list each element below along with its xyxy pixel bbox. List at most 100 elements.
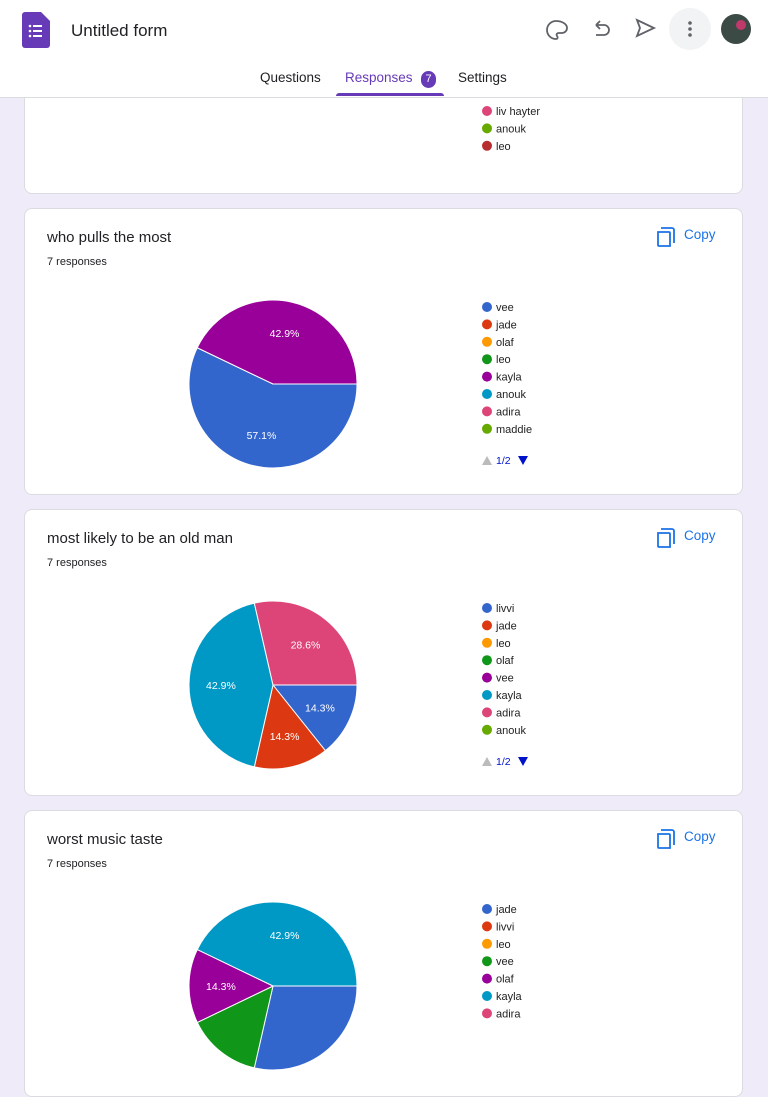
- avatar-detail: [736, 20, 746, 30]
- legend-label: vee: [496, 302, 514, 314]
- avatar[interactable]: [721, 14, 751, 44]
- legend-label: livvi: [496, 921, 514, 933]
- legend-swatch: [482, 603, 492, 613]
- copy-button[interactable]: Copy: [655, 225, 725, 251]
- copy-button[interactable]: Copy: [655, 827, 725, 853]
- legend-swatch: [482, 991, 492, 1001]
- legend-swatch: [482, 406, 492, 417]
- legend-swatch: [482, 620, 492, 631]
- legend-label: jade: [495, 620, 517, 632]
- question-title: who pulls the most: [47, 229, 172, 246]
- legend-label: adira: [496, 406, 521, 418]
- slice-label: 14.3%: [206, 981, 236, 993]
- legend-label: leo: [496, 141, 511, 153]
- legend-label: liv hayter: [496, 106, 540, 118]
- response-badge: 7: [421, 71, 436, 88]
- copy-icon-shape: [657, 829, 675, 849]
- app-bar-icons: [22, 8, 751, 50]
- legend-label: anouk: [496, 725, 526, 737]
- legend-label: adira: [496, 707, 521, 719]
- legend-page: 1/2: [496, 455, 511, 467]
- legend-swatch: [482, 973, 492, 984]
- copy-button[interactable]: Copy: [655, 526, 725, 552]
- copy-label: Copy: [684, 829, 716, 844]
- legend-swatch: [482, 302, 492, 312]
- copy-icon: [657, 829, 675, 849]
- legend-label: olaf: [496, 655, 515, 667]
- slice-label: 42.9%: [206, 680, 236, 692]
- legend-label: leo: [496, 939, 511, 951]
- legend-swatch: [482, 140, 492, 151]
- slice-label: 57.1%: [247, 430, 277, 442]
- tab[interactable]: Responses: [345, 70, 413, 85]
- question-title: most likely to be an old man: [47, 530, 233, 547]
- slice-label: 28.6%: [291, 639, 321, 651]
- legend-prev: [482, 456, 492, 465]
- legend-label: jade: [495, 904, 517, 916]
- response-count: 7 responses: [47, 557, 107, 569]
- forms-logo-lines: [28, 24, 42, 38]
- legend-label: maddie: [496, 424, 532, 436]
- slice-label: 14.3%: [305, 703, 335, 715]
- question-card: most likely to be an old man 7 responses C…: [24, 509, 743, 796]
- legend-swatch: [482, 707, 492, 718]
- toolbar-icons[interactable]: [546, 18, 657, 40]
- pie-slice: [188, 948, 275, 1024]
- legend-label: leo: [496, 638, 511, 650]
- copy-label: Copy: [684, 528, 716, 543]
- legend-swatch: [482, 672, 492, 683]
- legend-label: kayla: [496, 690, 523, 702]
- legend-label: olaf: [496, 974, 515, 986]
- slice-label: 14.3%: [270, 731, 300, 743]
- legend-label: olaf: [496, 337, 515, 349]
- question-card: worst music taste 7 responses Copy 14.3% 42.…: [24, 810, 743, 1097]
- response-count: 7 responses: [47, 858, 107, 870]
- pie-slice: [271, 684, 358, 752]
- legend-swatch: [482, 921, 492, 932]
- copy-label: Copy: [684, 227, 716, 242]
- legend-swatch: [482, 336, 492, 347]
- legend-label: livvi: [496, 603, 514, 615]
- response-count: 7 responses: [47, 256, 107, 268]
- legend-label: anouk: [496, 389, 526, 401]
- pie-slice: [188, 602, 274, 768]
- question-card: who pulls the most 7 responses Copy 57.1% 42…: [24, 208, 743, 495]
- legend-label: adira: [496, 1008, 521, 1020]
- pie-slice: [188, 347, 358, 469]
- copy-icon-shape: [657, 528, 675, 548]
- pie-slice: [253, 600, 358, 686]
- chart: 14.3% 42.9% jade livvi leo vee olaf kayla adira: [188, 901, 523, 1071]
- tab[interactable]: Questions: [260, 70, 321, 85]
- legend-label: kayla: [496, 991, 523, 1003]
- copy-icon-shape: [657, 227, 675, 247]
- legend-label: leo: [496, 354, 511, 366]
- pie-slice: [196, 901, 358, 987]
- legend-swatch: [482, 106, 492, 116]
- legend-label: anouk: [496, 123, 526, 135]
- legend-swatch: [482, 319, 492, 330]
- pie-slice: [196, 299, 358, 385]
- more-dots: [688, 21, 692, 37]
- copy-icon: [657, 227, 675, 247]
- legend-label: jade: [495, 319, 517, 331]
- slice-label: 42.9%: [270, 930, 300, 942]
- active-tab-indicator: [336, 93, 444, 96]
- legend-page: 1/2: [496, 756, 511, 768]
- legend-next[interactable]: [518, 757, 528, 766]
- legend-next[interactable]: [518, 456, 528, 465]
- legend-swatch: [482, 1008, 492, 1019]
- chart: 14.3% 14.3% 42.9% 28.6% livvi jade leo olaf vee k…: [188, 600, 528, 770]
- tab[interactable]: Settings: [458, 70, 507, 85]
- legend-prev: [482, 757, 492, 766]
- legend-swatch: [482, 938, 492, 949]
- legend-swatch: [482, 371, 492, 382]
- legend-swatch: [482, 123, 492, 134]
- legend-swatch: [482, 956, 492, 967]
- legend-label: vee: [496, 673, 514, 685]
- chart: 57.1% 42.9% vee jade olaf leo kayla anouk adira m…: [188, 299, 532, 469]
- legend-swatch: [482, 389, 492, 399]
- form-title[interactable]: Untitled form: [71, 21, 168, 40]
- legend-label: kayla: [496, 372, 523, 384]
